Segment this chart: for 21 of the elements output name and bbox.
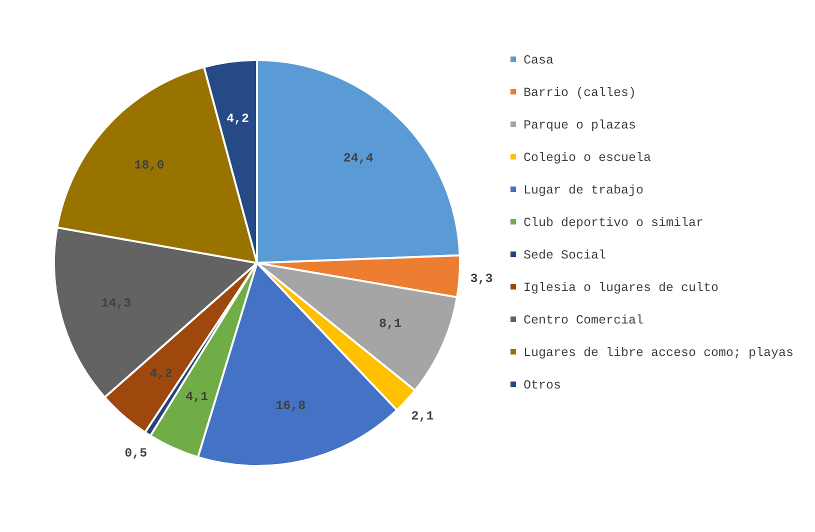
- data-label: 2,1: [411, 409, 434, 424]
- data-label: 4,2: [150, 367, 172, 382]
- legend-label: Sede Social: [524, 248, 606, 262]
- data-label: 4,2: [226, 112, 250, 126]
- legend-label: Casa: [524, 53, 554, 68]
- data-label: 0,5: [124, 446, 148, 461]
- legend-label: Parque o plazas: [524, 118, 636, 132]
- data-label: 16,8: [276, 399, 306, 414]
- legend-label: Centro Comercial: [524, 313, 644, 328]
- legend-label: Barrio (calles): [524, 86, 636, 100]
- legend-label: Club deportivo o similar: [524, 216, 704, 230]
- legend-label: Colegio o escuela: [524, 150, 652, 165]
- data-label: 3,3: [470, 272, 493, 286]
- legend-label: Otros: [524, 378, 562, 392]
- legend-label: Lugar de trabajo: [524, 183, 644, 198]
- data-label: 18,0: [134, 158, 164, 172]
- legend-label: Lugares de libre acceso como; playas: [524, 346, 794, 360]
- data-label: 8,1: [378, 317, 402, 332]
- data-label: 4,1: [186, 390, 208, 404]
- data-label: 24,4: [343, 152, 374, 166]
- legend-label: Iglesia o lugares de culto: [524, 280, 719, 295]
